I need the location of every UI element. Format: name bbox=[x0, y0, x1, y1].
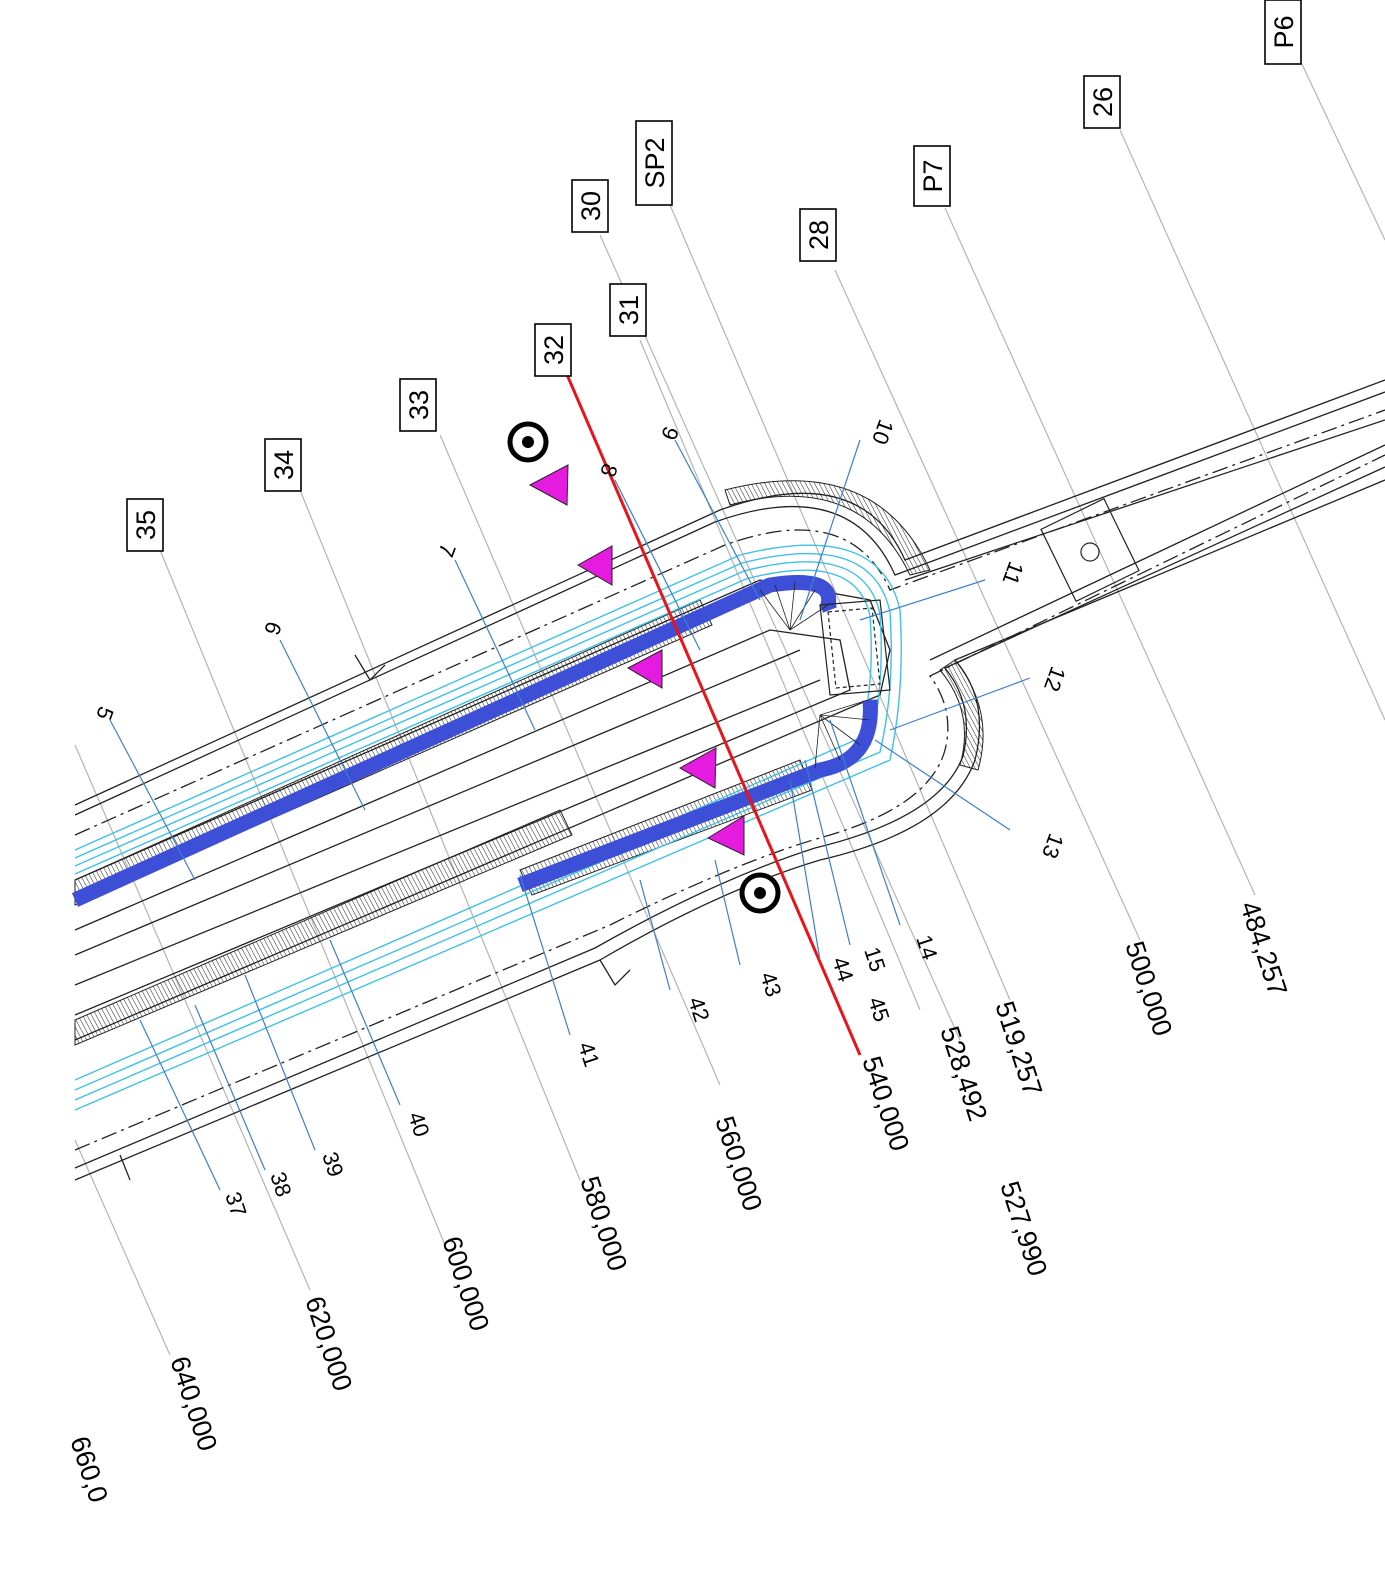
detail-number: 39 bbox=[317, 1149, 348, 1180]
detail-number: 7 bbox=[433, 540, 461, 560]
station-tag: 26 bbox=[1083, 75, 1121, 129]
detail-number: 41 bbox=[573, 1039, 604, 1070]
detail-number: 6 bbox=[259, 618, 287, 638]
fan-detail bbox=[759, 581, 871, 769]
detail-number: 5 bbox=[91, 703, 119, 723]
detail-number: 40 bbox=[403, 1109, 434, 1140]
station-tag: 30 bbox=[571, 179, 609, 233]
detail-number: 38 bbox=[265, 1169, 296, 1200]
station-tag: 35 bbox=[126, 498, 164, 552]
chainage-label: 528,492 bbox=[934, 1023, 993, 1125]
svg-text:28: 28 bbox=[804, 220, 834, 250]
svg-text:SP2: SP2 bbox=[640, 137, 670, 188]
chainage-label: 484,257 bbox=[1234, 898, 1293, 1000]
svg-text:34: 34 bbox=[269, 450, 299, 480]
detail-number: 43 bbox=[755, 969, 786, 1000]
magenta-triangle-icon bbox=[528, 464, 569, 506]
svg-text:P7: P7 bbox=[918, 159, 948, 192]
detail-leaders bbox=[109, 439, 1031, 1191]
detail-number: 10 bbox=[867, 416, 899, 448]
chainage-label: 600,000 bbox=[436, 1233, 495, 1335]
chainage-label: 560,000 bbox=[709, 1113, 768, 1215]
detail-number: 44 bbox=[827, 954, 858, 985]
detail-number: 45 bbox=[863, 994, 894, 1025]
magenta-triangle-icon bbox=[576, 545, 613, 586]
section-line bbox=[563, 369, 862, 1056]
chainage-label: 519,257 bbox=[989, 998, 1048, 1100]
blue-rail bbox=[71, 575, 878, 907]
detail-number: 12 bbox=[1039, 663, 1071, 695]
chainage-label: 527,990 bbox=[994, 1178, 1053, 1280]
station-tag: 31 bbox=[609, 283, 647, 337]
station-tag: 28 bbox=[799, 208, 837, 262]
detail-number: 13 bbox=[1037, 830, 1069, 862]
station-tag: 32 bbox=[534, 323, 572, 377]
flow-arrows bbox=[528, 464, 745, 856]
svg-text:26: 26 bbox=[1088, 87, 1118, 117]
station-tag: P6 bbox=[1264, 0, 1302, 65]
survey-points bbox=[507, 421, 781, 914]
detail-number: 15 bbox=[859, 944, 890, 975]
detail-number: 8 bbox=[595, 460, 623, 480]
magenta-triangle-icon bbox=[678, 747, 717, 789]
chainage-label: 640,000 bbox=[164, 1353, 223, 1455]
detail-numbers: 5 6 7 8 9 10 11 12 13 14 15 37 38 39 40 … bbox=[91, 416, 1071, 1220]
detail-number: 9 bbox=[656, 423, 684, 443]
magenta-triangle-icon bbox=[626, 649, 663, 689]
station-tag: 34 bbox=[264, 438, 302, 492]
chainage-label: 500,000 bbox=[1119, 938, 1178, 1040]
chainage-label: 540,000 bbox=[856, 1053, 915, 1155]
station-tag: P7 bbox=[913, 145, 951, 207]
svg-text:30: 30 bbox=[576, 191, 606, 221]
detail-number: 42 bbox=[683, 994, 714, 1025]
target-circle-icon bbox=[507, 421, 549, 463]
detail-number: 11 bbox=[997, 558, 1028, 588]
station-tag: 33 bbox=[399, 378, 437, 432]
chainage-label: 620,000 bbox=[299, 1293, 358, 1395]
magenta-triangle-icon bbox=[706, 815, 745, 856]
svg-text:31: 31 bbox=[614, 295, 644, 325]
svg-text:35: 35 bbox=[131, 510, 161, 540]
turning-head bbox=[819, 497, 1140, 696]
chainage-label: 660,0 bbox=[64, 1433, 113, 1507]
chainage-label: 580,000 bbox=[574, 1173, 633, 1275]
target-circle-icon bbox=[739, 872, 781, 914]
detail-number: 37 bbox=[220, 1189, 251, 1220]
station-tag: SP2 bbox=[635, 120, 673, 206]
detail-number: 14 bbox=[911, 932, 942, 963]
svg-text:P6: P6 bbox=[1269, 15, 1299, 48]
svg-text:33: 33 bbox=[404, 390, 434, 420]
svg-text:32: 32 bbox=[539, 335, 569, 365]
station-tags: P6 26 P7 28 SP2 30 31 32 bbox=[126, 0, 1302, 552]
